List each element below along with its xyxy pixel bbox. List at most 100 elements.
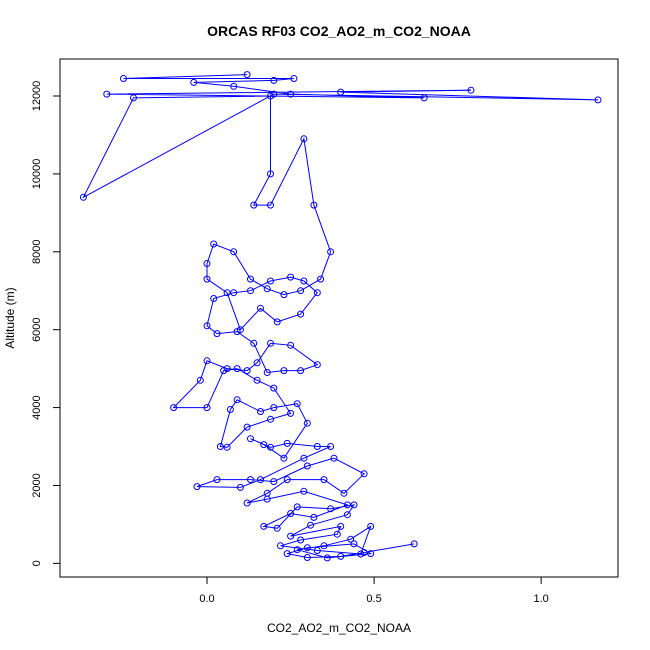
plot-area-frame <box>59 58 619 578</box>
data-point <box>297 536 305 544</box>
data-point <box>310 513 318 521</box>
data-point <box>283 439 291 447</box>
data-point <box>220 367 228 375</box>
data-point <box>410 540 418 548</box>
chart-title: ORCAS RF03 CO2_AO2_m_CO2_NOAA <box>207 23 471 39</box>
data-point <box>103 90 111 98</box>
data-point <box>313 361 321 369</box>
data-point <box>267 339 274 347</box>
data-point <box>327 248 335 256</box>
data-point <box>243 499 251 507</box>
data-point <box>280 454 288 462</box>
data-point <box>297 287 305 295</box>
data-point <box>267 201 274 209</box>
data-point <box>203 322 211 330</box>
data-point <box>203 260 211 267</box>
data-point <box>236 326 244 334</box>
data-point <box>280 367 288 375</box>
data-point <box>247 287 254 295</box>
y-tick-label: 6000 <box>31 317 43 341</box>
y-axis: 0 2000 4000 6000 8000 10000 12000 <box>31 81 61 566</box>
data-point <box>267 443 274 451</box>
data-point <box>287 409 295 417</box>
data-point <box>257 408 264 415</box>
data-point <box>367 550 375 558</box>
data-point <box>270 384 278 392</box>
data-point <box>337 552 345 560</box>
data-point <box>267 415 274 423</box>
data-point <box>247 476 254 484</box>
data-point <box>313 443 321 450</box>
data-point <box>350 540 358 548</box>
data-point <box>293 400 301 408</box>
y-tick-label: 0 <box>31 560 43 566</box>
data-point <box>347 535 355 543</box>
data-point <box>223 365 231 373</box>
data-point <box>313 289 321 297</box>
data-point <box>343 511 351 519</box>
data-point <box>310 201 318 209</box>
x-tick-label: 0.0 <box>199 593 214 605</box>
x-tick-label: 0.5 <box>366 593 381 605</box>
data-point <box>297 367 305 375</box>
data-point <box>300 454 308 462</box>
data-point <box>293 546 301 554</box>
data-point <box>300 135 308 143</box>
data-point <box>270 478 278 486</box>
data-point <box>317 275 325 283</box>
data-point <box>257 476 264 484</box>
data-point <box>130 94 137 102</box>
series-line <box>82 74 599 559</box>
data-point <box>233 365 241 373</box>
data-point <box>320 476 328 484</box>
data-point <box>203 404 211 412</box>
data-point <box>263 369 271 376</box>
data-point <box>203 275 211 283</box>
data-point <box>297 310 305 318</box>
data-point <box>247 435 254 443</box>
data-point <box>327 505 335 513</box>
data-point <box>357 550 365 558</box>
data-point <box>230 82 238 90</box>
data-point <box>260 522 268 530</box>
data-point <box>333 530 341 538</box>
x-axis: 0.0 0.5 1.0 <box>199 576 549 605</box>
data-point <box>193 483 201 491</box>
data-point <box>367 522 375 530</box>
data-point <box>210 295 218 302</box>
data-point <box>313 547 321 554</box>
data-point <box>420 94 428 102</box>
data-point <box>213 330 221 338</box>
data-point <box>236 483 244 491</box>
y-tick-label: 4000 <box>31 395 43 419</box>
data-point <box>273 524 281 532</box>
data-point <box>343 501 351 509</box>
data-point <box>327 443 335 450</box>
data-point <box>247 275 254 283</box>
data-point <box>196 376 204 384</box>
data-point <box>270 404 278 412</box>
data-point <box>233 396 241 404</box>
data-point <box>210 240 218 248</box>
data-point <box>320 542 328 550</box>
data-point <box>120 75 127 82</box>
data-point <box>337 522 345 530</box>
data-point <box>253 359 261 367</box>
data-point <box>594 96 602 104</box>
data-point <box>337 88 345 96</box>
data-point <box>260 441 268 449</box>
data-point <box>216 443 224 450</box>
data-point <box>250 201 258 209</box>
data-point <box>230 289 238 297</box>
x-axis-label: CO2_AO2_m_CO2_NOAA <box>267 621 411 635</box>
data-point <box>330 454 338 462</box>
data-point <box>303 419 311 427</box>
data-point <box>263 285 271 293</box>
data-point <box>290 75 298 82</box>
data-point <box>323 554 331 562</box>
data-point <box>283 550 291 558</box>
data-point <box>287 273 295 281</box>
data-point <box>287 341 295 349</box>
y-tick-label: 8000 <box>31 240 43 264</box>
data-point <box>300 277 308 285</box>
